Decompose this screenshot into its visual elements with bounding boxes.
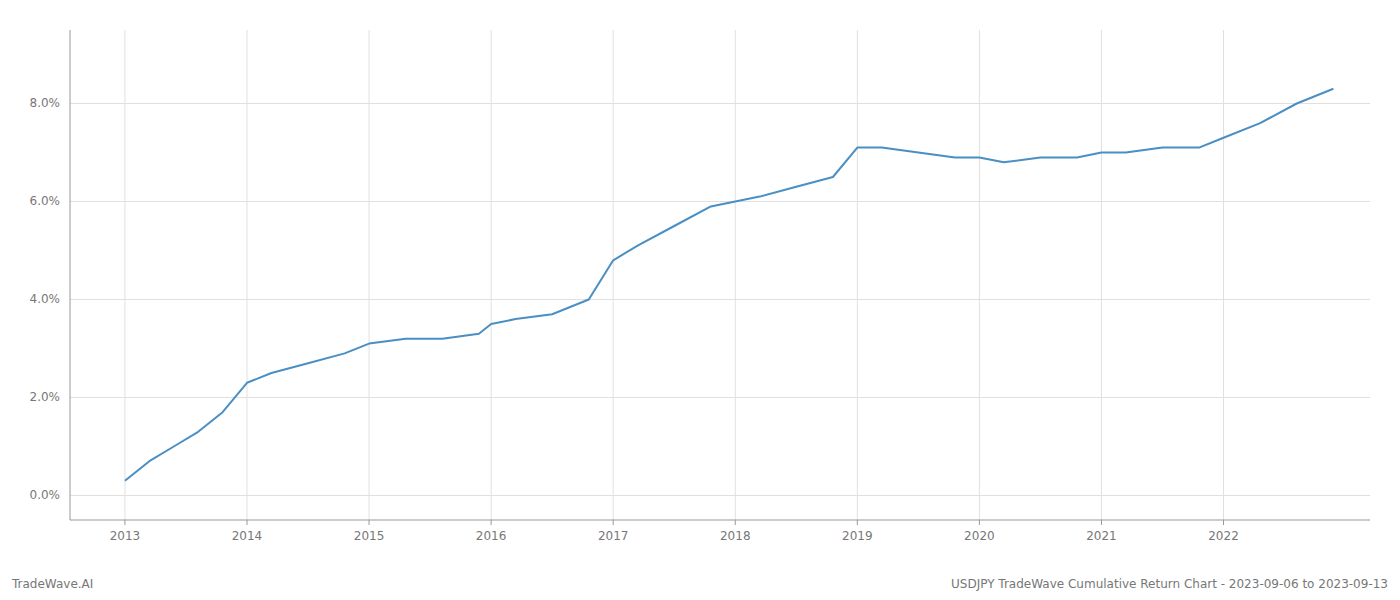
y-tick-label: 0.0% [30,488,61,502]
x-tick-label: 2019 [842,529,873,543]
x-grid-line [1223,30,1224,520]
x-grid-line [979,30,980,520]
x-tick-label: 2020 [964,529,995,543]
y-grid-line [70,201,1370,202]
x-grid-line [369,30,370,520]
y-grid-line [70,397,1370,398]
x-tick-mark [1223,520,1224,525]
x-grid-line [735,30,736,520]
x-tick-mark [979,520,980,525]
x-grid-line [1101,30,1102,520]
x-tick-mark [735,520,736,525]
x-tick-label: 2021 [1086,529,1117,543]
x-tick-mark [613,520,614,525]
y-tick-label: 8.0% [30,96,61,110]
x-grid-line [613,30,614,520]
x-tick-mark [246,520,247,525]
x-tick-mark [491,520,492,525]
y-tick-label: 4.0% [30,292,61,306]
plot-area [125,89,1333,481]
grid [70,30,1370,520]
axes: 0.0% 2.0% 4.0% 6.0% 8.0% 2013 2014 2015 2016 2017… [30,30,1371,543]
x-axis-line [70,520,1370,521]
x-tick-mark [369,520,370,525]
footer-text: USDJPY TradeWave Cumulative Return Chart… [951,577,1388,591]
y-grid-line [70,103,1370,104]
x-tick-label: 2016 [476,529,507,543]
x-grid-line [857,30,858,520]
x-grid-line [124,30,125,520]
chart: 0.0% 2.0% 4.0% 6.0% 8.0% 2013 2014 2015 2016 2017… [0,0,1400,600]
x-tick-label: 2022 [1208,529,1239,543]
y-tick-label: 2.0% [30,390,61,404]
x-grid-line [246,30,247,520]
x-tick-label: 2015 [354,529,385,543]
y-grid-line [70,495,1370,496]
footer-text: TradeWave.AI [11,577,93,591]
x-tick-label: 2018 [720,529,751,543]
y-grid-line [70,299,1370,300]
x-tick-label: 2014 [232,529,263,543]
y-tick-label: 6.0% [30,194,61,208]
x-tick-label: 2017 [598,529,629,543]
x-grid-line [491,30,492,520]
x-tick-mark [1101,520,1102,525]
x-tick-label: 2013 [110,529,141,543]
line [125,89,1333,481]
x-tick-mark [124,520,125,525]
y-axis-line [70,30,71,520]
x-tick-mark [857,520,858,525]
